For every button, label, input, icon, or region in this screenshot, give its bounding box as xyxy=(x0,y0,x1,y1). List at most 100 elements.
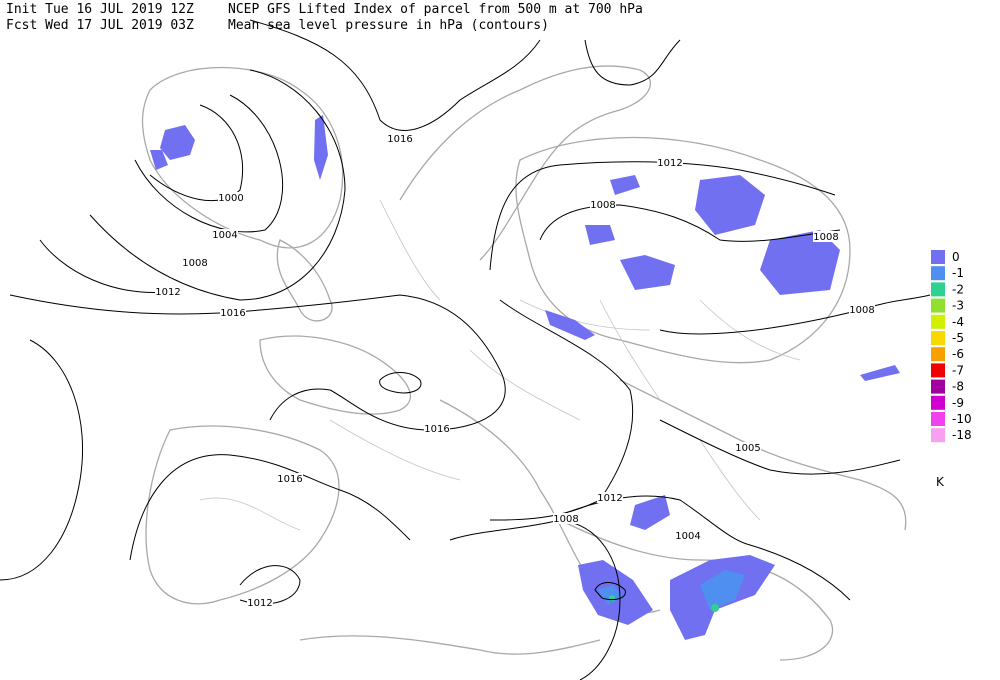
isobar xyxy=(0,339,84,581)
contour-label-bg xyxy=(424,423,450,434)
init-time: Init Tue 16 JUL 2019 12Z xyxy=(6,2,194,17)
legend-swatch xyxy=(931,428,945,443)
legend-swatch xyxy=(931,395,945,410)
shaded-area xyxy=(620,255,675,290)
shaded-area xyxy=(860,365,900,381)
coastline xyxy=(299,635,601,655)
contour-label: 1000 xyxy=(218,193,243,204)
contour-label-bg xyxy=(657,157,683,168)
contour-label: 1012 xyxy=(155,287,180,298)
contour-label: 1016 xyxy=(220,308,245,319)
shaded-area xyxy=(150,150,168,170)
coastline xyxy=(515,136,851,364)
isobar xyxy=(129,454,411,561)
legend-label: -3 xyxy=(952,299,964,313)
contour-label: 1016 xyxy=(424,424,449,435)
forecast-time: Fcst Wed 17 JUL 2019 03Z xyxy=(6,18,194,33)
isobar xyxy=(134,94,284,233)
shaded-area xyxy=(585,225,615,245)
legend-label: -10 xyxy=(952,412,972,426)
coastline xyxy=(399,65,652,261)
legend-swatch xyxy=(931,314,945,329)
coastline xyxy=(259,335,412,415)
coastline xyxy=(276,239,333,322)
isobar xyxy=(539,204,841,242)
legend-label: -2 xyxy=(952,282,964,296)
shaded-area xyxy=(545,310,595,340)
shaded-area xyxy=(610,175,640,195)
contour-label-bg xyxy=(597,492,623,503)
isobar xyxy=(379,372,422,394)
isobar xyxy=(449,519,621,680)
shaded-area xyxy=(711,604,719,612)
legend-label: -7 xyxy=(952,363,964,377)
contour-label: 1008 xyxy=(813,232,838,243)
contour-label: 1016 xyxy=(387,134,412,145)
shaded-area xyxy=(760,230,840,295)
isobar xyxy=(249,19,541,131)
shaded-area xyxy=(598,585,623,605)
isobar xyxy=(489,299,634,521)
legend-label: -1 xyxy=(952,266,964,280)
border xyxy=(379,199,801,361)
isobar xyxy=(584,39,681,86)
legend-label: 0 xyxy=(952,250,960,264)
contour-label-bg xyxy=(218,192,244,203)
contour-label-bg xyxy=(182,257,208,268)
contour-label-bg xyxy=(675,530,701,541)
legend-swatch xyxy=(931,266,945,281)
map-subtitle: Mean sea level pressure in hPa (contours… xyxy=(228,18,549,33)
legend-label: -4 xyxy=(952,315,964,329)
contour-label-bg xyxy=(212,229,238,240)
shaded-area xyxy=(314,115,328,180)
legend-swatch xyxy=(931,331,945,345)
shaded-area xyxy=(160,125,195,160)
isobar xyxy=(89,69,346,301)
legend-label: -6 xyxy=(952,347,964,361)
shaded-area xyxy=(700,570,745,610)
contour-label: 1012 xyxy=(247,598,272,609)
legend-label: -5 xyxy=(952,331,964,345)
shaded-area xyxy=(630,495,670,530)
contour-label-bg xyxy=(849,304,875,315)
legend-swatch xyxy=(931,250,945,264)
isobar xyxy=(659,419,901,475)
contour-label-bg xyxy=(220,307,246,318)
contour-label: 1008 xyxy=(553,514,578,525)
contour-label: 1004 xyxy=(675,531,700,542)
contour-label: 1004 xyxy=(212,230,237,241)
legend-label: -8 xyxy=(952,380,964,394)
contour-label-bg xyxy=(553,513,579,524)
legend-swatch xyxy=(931,282,945,297)
contour-label: 1008 xyxy=(590,200,615,211)
contour-label: 1012 xyxy=(657,158,682,169)
legend-swatch xyxy=(931,379,945,394)
isobars xyxy=(0,19,931,680)
lifted-index-shading xyxy=(150,115,900,640)
isobar xyxy=(594,582,626,601)
legend-unit: K xyxy=(936,475,945,489)
legend-swatch xyxy=(931,412,945,426)
map-title: NCEP GFS Lifted Index of parcel from 500… xyxy=(228,2,643,17)
legend-label: -9 xyxy=(952,396,964,410)
isobar xyxy=(659,294,931,335)
contour-label: 1005 xyxy=(735,443,760,454)
contour-label: 1008 xyxy=(849,305,874,316)
coastlines xyxy=(141,65,907,661)
contour-label-bg xyxy=(813,231,839,242)
isobar xyxy=(489,161,836,271)
coastline xyxy=(619,379,907,531)
coastline xyxy=(141,66,344,249)
contour-label-bg xyxy=(277,473,303,484)
legend-swatch xyxy=(931,347,945,362)
contour-label-bg xyxy=(247,597,273,608)
contour-label-bg xyxy=(590,199,616,210)
contour-label: 1016 xyxy=(277,474,302,485)
legend-swatch xyxy=(931,363,945,378)
contour-label: 1008 xyxy=(182,258,207,269)
contour-label: 1012 xyxy=(597,493,622,504)
contour-label-bg xyxy=(155,286,181,297)
